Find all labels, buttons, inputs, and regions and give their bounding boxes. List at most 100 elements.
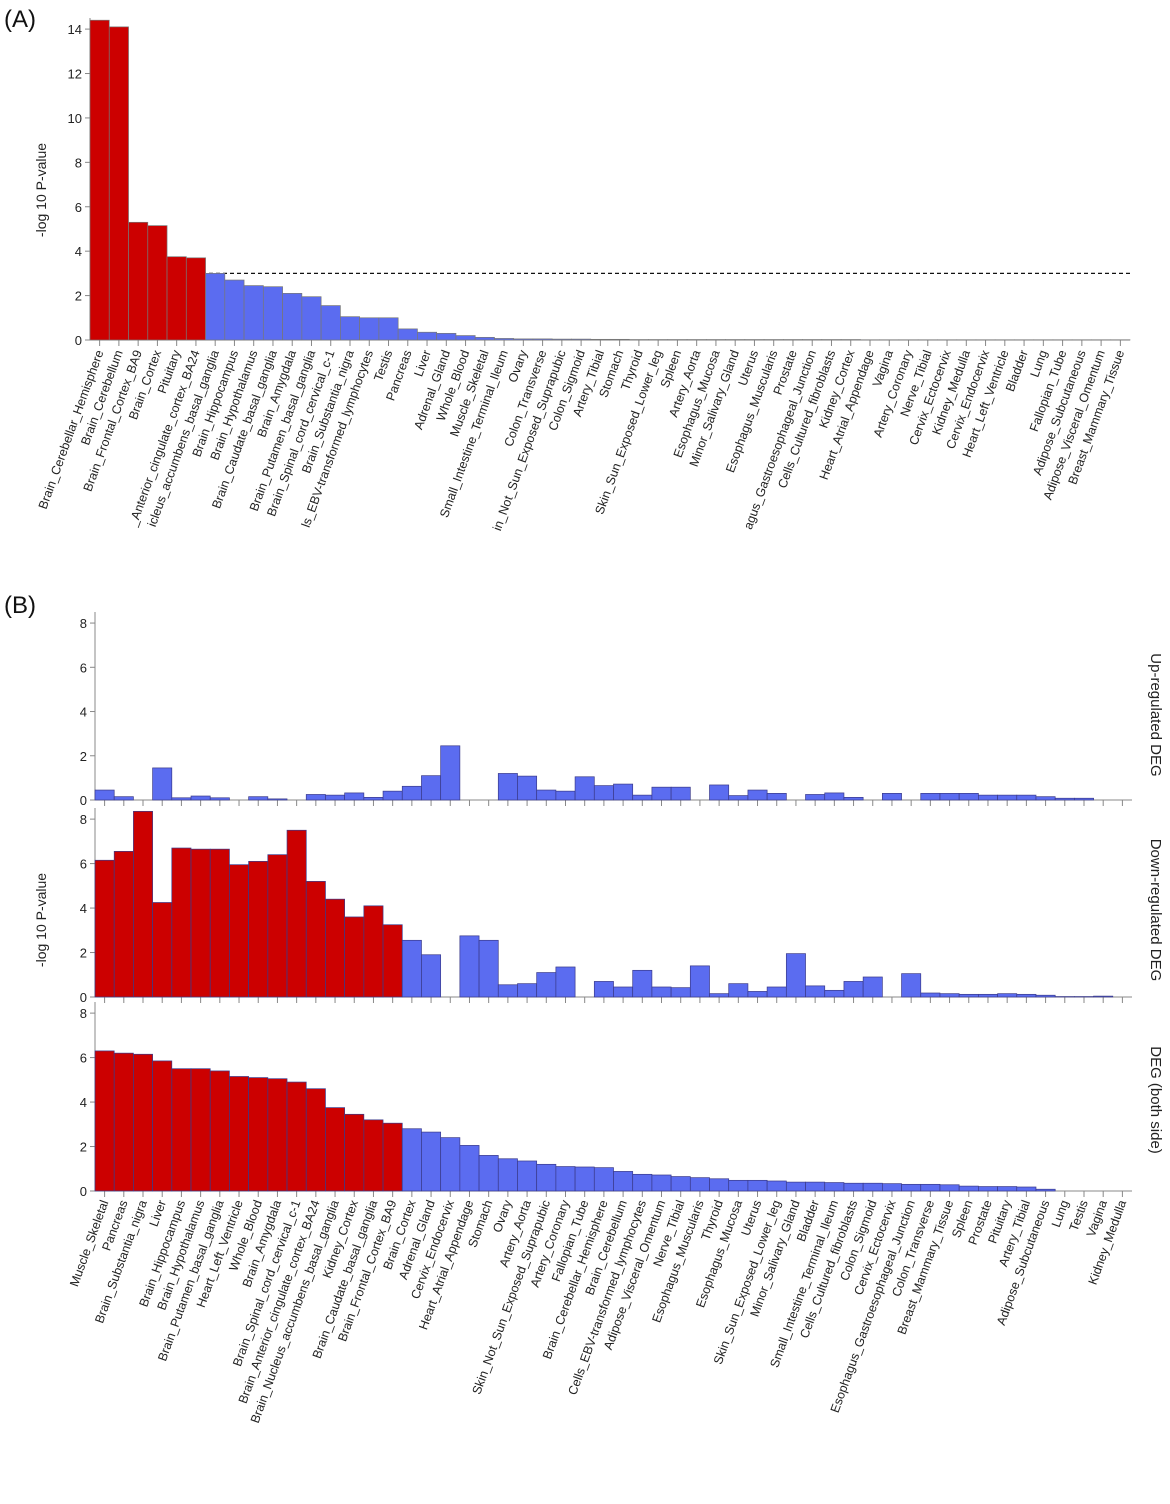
panel-b-down-y-tick-label: 2 (80, 946, 87, 961)
panel-b-both-bar (920, 1183, 941, 1192)
panel-b-both-bar (632, 1173, 653, 1192)
panel-b-both-bar (613, 1171, 634, 1192)
panel-b-down-bar (728, 983, 749, 998)
panel-b-both-bars (94, 1050, 1056, 1192)
panel-b-down-bar (478, 939, 499, 998)
panel-b-up-bar (997, 794, 1018, 801)
panel-a-y-tick-label: 14 (68, 22, 82, 37)
panel-b-up-bar (651, 786, 672, 801)
panel-b-up-bar (248, 796, 269, 801)
panel-b-both-bar (305, 1088, 326, 1192)
panel-a-y-tick-label: 12 (68, 67, 82, 82)
panel-b-down-bar (805, 985, 826, 998)
panel-a-bar (282, 293, 303, 341)
panel-b-down-bar (248, 861, 269, 998)
panel-b-category-labels: Muscle_SkeletalPancreasBrain_Substantia_… (67, 1198, 1129, 1426)
panel-a-y-axis-title: -log 10 P-value (33, 143, 49, 237)
panel-b-down-y-tick-label: 0 (80, 990, 87, 1005)
panel-b-down-bar (670, 987, 691, 998)
panel-b-both-y-tick-label: 6 (80, 1051, 87, 1066)
panel-a-bar (436, 332, 457, 341)
panel-b-down-bar (497, 984, 518, 998)
panel-b-both-bar (171, 1068, 192, 1192)
panel-b-both-bar (459, 1145, 480, 1192)
panel-b-down-bar (344, 916, 365, 998)
panel-b-up-bar (152, 767, 173, 801)
panel-b-both-bar (881, 1183, 902, 1192)
panel-b-both-bar (574, 1166, 595, 1192)
panel-b-both-bar (939, 1184, 960, 1192)
panel-b-up-bar (497, 773, 518, 801)
panel-a-bar (513, 338, 534, 341)
panel-b-down-bar (901, 973, 922, 998)
panel-b-both-bar (497, 1158, 518, 1192)
panel-b-both-bar (824, 1182, 845, 1192)
panel-a-bar (128, 221, 149, 341)
panel-b-both-bar (286, 1081, 307, 1192)
panel-b-up-bar (190, 795, 211, 801)
panel-a-bar (262, 286, 283, 341)
panel-b-up-bar (440, 745, 461, 801)
panel-b-both-y-tick-label: 2 (80, 1140, 87, 1155)
panel-b-up-bar (766, 793, 787, 801)
panel-a-bar (243, 285, 264, 341)
panel-b-down-bar (709, 993, 730, 998)
panel-b-down-bar (997, 993, 1018, 998)
panel-b-down-bar (651, 986, 672, 998)
panel-b-both-bar (94, 1050, 115, 1192)
panel-b-up-y-tick-label: 4 (80, 705, 87, 720)
panel-b-up-bar (747, 789, 768, 801)
panel-b-down-bar (267, 854, 288, 998)
panel-b-y-axis-title: -log 10 P-value (33, 873, 49, 967)
panel-a-y-tick-label: 10 (68, 111, 82, 126)
panel-b-both-bar (113, 1052, 134, 1192)
panel-a-y-tick-label: 4 (75, 244, 82, 259)
panel-b-both-bar (382, 1122, 403, 1192)
panel-b-up-bar (113, 796, 134, 801)
panel-b-down-bar (785, 953, 806, 998)
panel-b-both-bar (555, 1166, 576, 1192)
panel-b-both-y-tick-label: 8 (80, 1006, 87, 1021)
panel-b-down-bar (363, 905, 384, 998)
panel-b-both-bar (152, 1060, 173, 1192)
panel-b-both-bar (670, 1176, 691, 1192)
panel-a-bar (301, 296, 322, 341)
panel-a-bar (397, 328, 418, 341)
panel-b-up-bar (325, 794, 345, 801)
panel-b-up-bar (382, 790, 403, 801)
panel-b-down-bar (1093, 995, 1114, 998)
panel-a: (A) -log 10 P-value 0 2 4 6 8 10 12 14 Brain_Ce… (4, 6, 1131, 533)
panel-b-up-bar (1054, 797, 1075, 801)
panel-b-up-bar (555, 790, 576, 801)
panel-b-up-y-tick-label: 6 (80, 660, 87, 675)
panel-b-down-bar (747, 991, 768, 998)
panel-b-both-y-tick-label: 4 (80, 1095, 87, 1110)
panel-b-up-bar (593, 785, 614, 801)
panel-b-down-bar (325, 898, 345, 998)
panel-b-up-bar (344, 792, 365, 801)
panel-a-bar (89, 19, 110, 341)
panel-b-both-bar (363, 1119, 384, 1192)
panel-b-both-bar (209, 1070, 230, 1192)
panel-b-up-bar (920, 793, 941, 801)
panel-b-down-bar (152, 902, 173, 998)
panel-b-both-bar (190, 1068, 211, 1192)
panel-a-bar (185, 257, 206, 341)
panel-b-up-bar (94, 789, 115, 801)
panel-b-down-y-tick-label: 8 (80, 812, 87, 827)
panel-a-y-tick-label: 6 (75, 200, 82, 215)
panel-b-down-bar (171, 847, 192, 998)
panel-b-down-bar (1035, 994, 1056, 998)
panel-b-up-bar (709, 784, 730, 801)
panel-b-up-bar (517, 775, 538, 801)
panel-a-bar (205, 273, 226, 341)
panel-b-down-bar (632, 969, 653, 998)
panel-b-down-bar (920, 992, 941, 998)
panel-b-up-bar (421, 775, 442, 801)
panel-b-up-bar (939, 793, 960, 801)
panel-b-down-bar (286, 829, 307, 998)
panel-a-bar (551, 338, 572, 341)
panel-b-both-bar (689, 1177, 710, 1192)
panel-b-down-bar (421, 954, 442, 998)
